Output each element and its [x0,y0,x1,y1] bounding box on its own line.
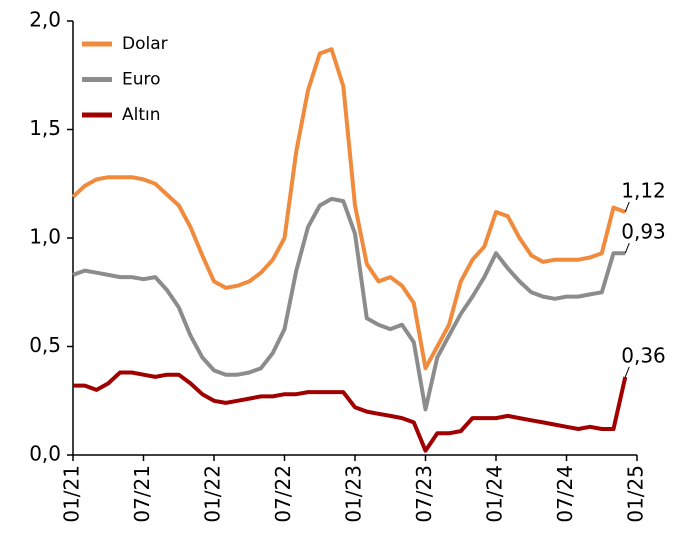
value-label: 0,36 [621,343,666,367]
value-label: 0,93 [621,220,666,244]
series-line [72,196,626,412]
y-tick-label: 1,5 [29,116,61,140]
y-tick-label: 2,0 [29,8,61,32]
y-tick-label: 0,0 [29,442,61,466]
y-tick-label: 0,5 [29,333,61,357]
label-leader [624,201,630,213]
x-tick-label: 07/23 [412,465,436,523]
series-line [71,47,626,371]
legend-label: Euro [122,70,161,90]
label-leader [624,366,630,378]
x-tick-label: 07/21 [130,465,154,523]
x-tick-label: 01/25 [624,465,648,523]
series-line [73,370,628,453]
x-tick-label: 07/24 [553,465,577,523]
x-tick-label: 01/22 [201,465,225,523]
legend-label: Altın [122,105,161,125]
y-tick-label: 1,0 [29,225,61,249]
x-tick-label: 01/21 [60,465,84,523]
x-tick-label: 01/23 [342,465,366,523]
value-label: 1,12 [621,178,666,202]
label-leader [624,243,630,254]
x-tick-label: 07/22 [271,465,295,523]
x-tick-label: 01/24 [483,465,507,523]
legend-label: Dolar [122,34,168,54]
